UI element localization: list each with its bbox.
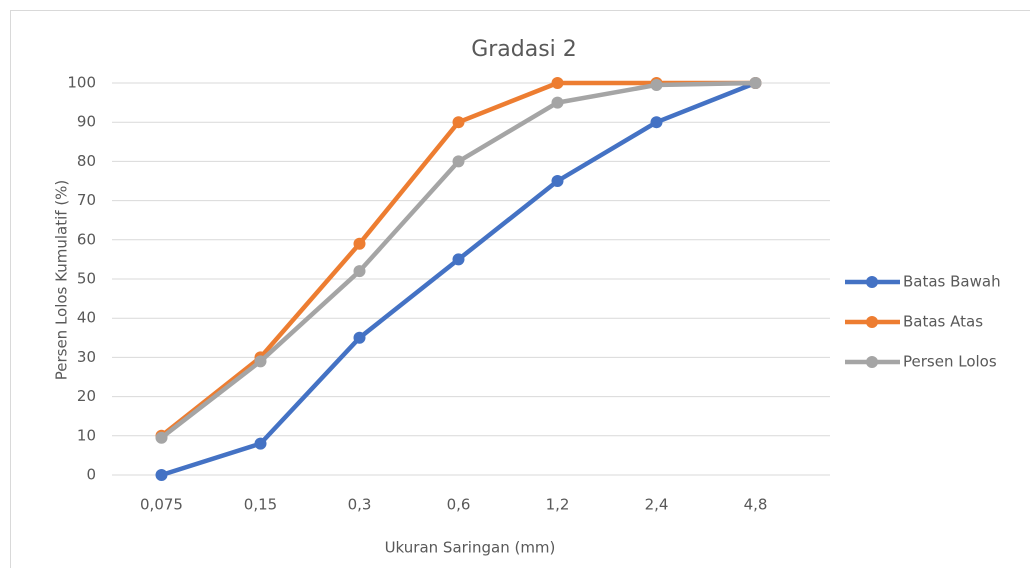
data-point <box>254 355 267 368</box>
x-tick-label: 2,4 <box>645 496 669 514</box>
chart-title: Gradasi 2 <box>471 37 577 62</box>
y-tick-label: 20 <box>77 387 96 405</box>
x-tick-label: 0,15 <box>244 496 277 514</box>
y-axis-label: Persen Lolos Kumulatif (%) <box>53 180 71 381</box>
x-tick-label: 1,2 <box>546 496 570 514</box>
data-point <box>650 78 663 91</box>
y-tick-label: 90 <box>77 113 96 131</box>
data-point <box>155 431 168 444</box>
y-tick-label: 0 <box>86 466 96 484</box>
y-tick-label: 100 <box>67 74 96 92</box>
data-point <box>353 265 366 278</box>
data-point <box>353 237 366 250</box>
data-point <box>155 469 168 481</box>
x-tick-label: 4,8 <box>744 496 768 514</box>
data-point <box>452 116 465 129</box>
data-point <box>452 253 465 266</box>
y-tick-label: 40 <box>77 309 96 327</box>
legend-marker <box>866 316 878 328</box>
y-tick-label: 70 <box>77 191 96 209</box>
y-tick-label: 80 <box>77 152 96 170</box>
x-tick-label: 0,6 <box>447 496 471 514</box>
data-point <box>353 331 366 344</box>
data-point <box>254 437 267 450</box>
data-point <box>650 116 663 129</box>
y-tick-label: 10 <box>77 426 96 444</box>
legend-label: Persen Lolos <box>903 353 997 371</box>
data-point <box>749 77 762 89</box>
data-point <box>551 175 564 187</box>
legend-label: Batas Bawah <box>903 273 1001 291</box>
y-tick-label: 50 <box>77 270 96 288</box>
data-point <box>551 96 564 109</box>
data-point <box>551 77 564 89</box>
y-tick-label: 60 <box>77 230 96 248</box>
legend-marker <box>866 276 878 288</box>
y-tick-label: 30 <box>77 348 96 366</box>
legend-label: Batas Atas <box>903 313 983 331</box>
x-tick-label: 0,075 <box>140 496 183 514</box>
legend-marker <box>866 356 878 368</box>
chart-frame <box>10 10 1030 568</box>
x-tick-label: 0,3 <box>348 496 372 514</box>
x-axis-label: Ukuran Saringan (mm) <box>385 539 556 557</box>
data-point <box>452 155 465 168</box>
